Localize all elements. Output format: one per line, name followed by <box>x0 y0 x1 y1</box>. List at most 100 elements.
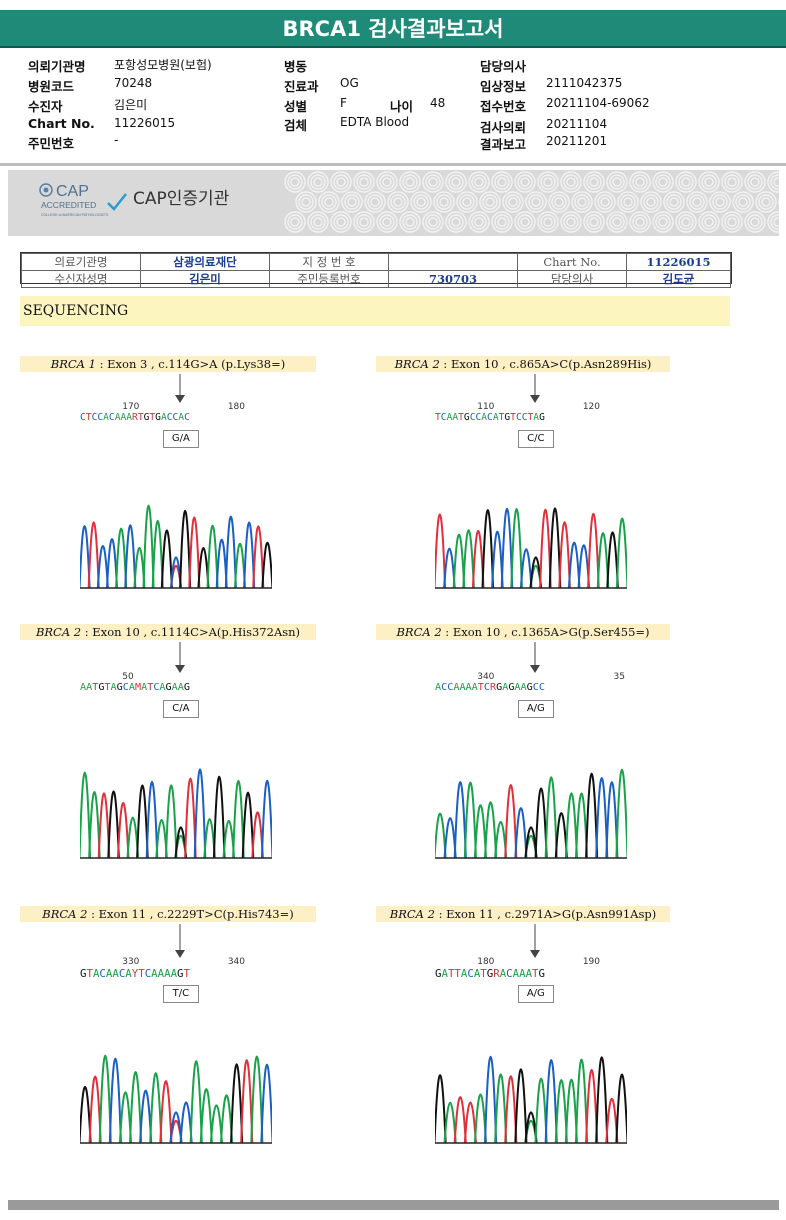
info-value: 20211104 <box>546 117 608 131</box>
base-letter: A <box>112 967 119 980</box>
base-letter: A <box>151 967 158 980</box>
trace-peak <box>116 802 130 859</box>
trace-peak <box>519 548 533 589</box>
trace-peak <box>514 1068 528 1144</box>
trace-peak <box>471 530 485 589</box>
base-letter: A <box>452 412 459 423</box>
trace-peak <box>564 792 578 859</box>
trace-peak <box>605 781 619 859</box>
trace-peak <box>500 508 514 589</box>
base-sequence: GATTACATGRACAAATG <box>435 967 545 980</box>
position-number: 340 <box>227 957 246 967</box>
trace-peak <box>88 1075 102 1144</box>
chromatogram-trace <box>435 507 627 589</box>
cap-logo-small: COLLEGE of AMERICAN PATHOLOGISTS <box>41 213 109 217</box>
trace-peak <box>453 1096 467 1144</box>
trace-peak <box>473 804 488 859</box>
trace-peak <box>504 1075 518 1144</box>
base-letter: G <box>143 412 150 423</box>
trace-peak <box>115 527 128 589</box>
age-value: 48 <box>430 96 446 110</box>
cap-logo-title: CAP <box>56 183 89 200</box>
variant-description: : Exon 10 , c.865A>C(p.Asn289His) <box>439 357 652 371</box>
trace-peak <box>453 781 467 859</box>
base-letter: C <box>99 967 106 980</box>
position-number: 340 <box>477 672 495 682</box>
cell-value: 11226015 <box>626 253 731 271</box>
trace-peak <box>136 784 149 859</box>
info-label: 접수번호 <box>480 99 527 114</box>
trace-peak <box>435 1074 447 1144</box>
trace-peak <box>260 1063 272 1144</box>
base-letter: A <box>170 967 178 980</box>
base-letter: G <box>435 967 442 980</box>
trace-peak <box>491 530 504 589</box>
base-letter: T <box>435 412 441 423</box>
base-letter: C <box>467 967 474 980</box>
base-sequence: ACCAAAATCRGAGAAGCC <box>435 682 545 693</box>
base-letter: C <box>487 412 493 423</box>
base-letter: T <box>147 682 154 693</box>
base-letter: T <box>183 967 190 980</box>
trace-peak <box>96 545 109 589</box>
cell-value: 730703 <box>388 270 518 288</box>
base-letter: T <box>477 682 484 693</box>
base-sequence: GTACAACAYTCAAAAGT <box>80 967 190 980</box>
base-letter: T <box>86 967 93 980</box>
trace-peak <box>544 1058 558 1144</box>
trace-peak <box>118 1091 133 1144</box>
trace-peak <box>80 1086 92 1144</box>
base-letter: G <box>486 967 494 980</box>
base-letter: T <box>138 967 145 980</box>
trace-peak <box>514 807 528 859</box>
trace-peak <box>139 1089 153 1144</box>
base-letter: A <box>92 967 100 980</box>
cell-value: 김은미 <box>140 270 270 288</box>
info-value: 70248 <box>114 76 153 90</box>
base-letter: T <box>532 967 539 980</box>
cap-banner: CAP ACCREDITED COLLEGE of AMERICAN PATHO… <box>8 170 779 236</box>
info-label: 검사의뢰 <box>480 120 527 135</box>
wave-pattern <box>284 171 779 233</box>
base-letter: G <box>526 682 533 693</box>
base-letter: A <box>460 967 468 980</box>
base-letter: A <box>105 967 113 980</box>
trace-peak <box>193 768 207 859</box>
trace-peak <box>484 801 498 859</box>
trace-peak <box>587 513 600 589</box>
info-label: 성별 <box>284 99 308 114</box>
trace-peak <box>615 517 627 589</box>
trace-peak <box>189 1060 203 1144</box>
trace-peak <box>463 781 477 859</box>
base-letter: T <box>447 967 455 980</box>
base-letter: G <box>538 967 545 980</box>
genotype-call: C/C <box>517 430 554 448</box>
info-label: 병동 <box>284 59 308 74</box>
cell-label: 의료기관명 <box>21 253 141 271</box>
trace-peak <box>212 776 226 859</box>
base-letter: A <box>120 412 127 423</box>
trace-peak <box>145 781 159 859</box>
section-title: SEQUENCING <box>20 296 730 326</box>
trace-peak <box>151 519 164 589</box>
trace-peak <box>105 538 119 589</box>
base-letter: A <box>178 412 185 423</box>
info-value: 11226015 <box>114 116 176 130</box>
info-label: 임상정보 <box>480 79 527 94</box>
cap-logo-sub: ACCREDITED <box>41 200 96 210</box>
trace-peak <box>544 776 558 859</box>
cell-label: 주민등록번호 <box>269 270 389 288</box>
trace-peak <box>98 1054 112 1144</box>
genotype-call: A/G <box>517 700 554 718</box>
pointer-arrow <box>529 924 540 958</box>
trace-peak <box>240 1059 254 1144</box>
base-letter: A <box>160 412 167 423</box>
info-value: 20211104-69062 <box>546 96 650 110</box>
trace-peak <box>243 521 256 589</box>
top-strip <box>0 0 786 10</box>
gene-name: BRCA 2 <box>396 625 442 639</box>
base-letter: A <box>519 967 526 980</box>
base-letter: A <box>126 412 133 423</box>
base-letter: A <box>520 682 527 693</box>
trace-peak <box>452 533 466 589</box>
